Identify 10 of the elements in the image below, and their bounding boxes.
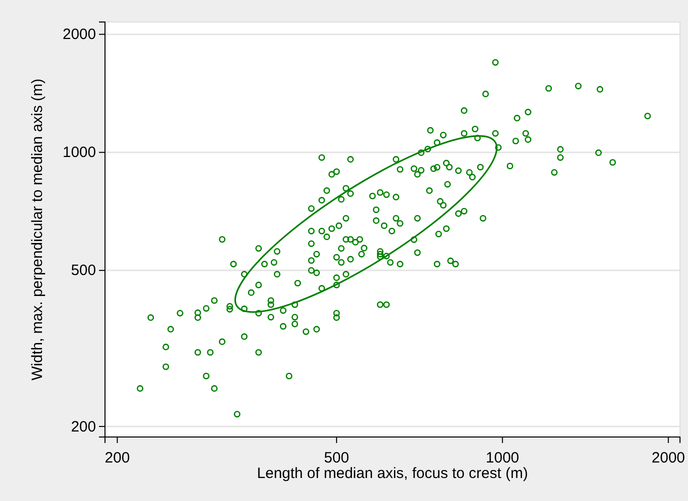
- x-tick-label: 1000: [486, 450, 520, 466]
- y-tick-label: 500: [70, 262, 96, 280]
- y-tick-label: 1000: [62, 144, 96, 162]
- x-tick-label: 500: [324, 450, 350, 466]
- y-axis-title: Width, max. perpendicular to median axis (m): [29, 78, 46, 380]
- y-tick-label: 2000: [62, 26, 96, 44]
- x-tick-label: 200: [104, 450, 130, 466]
- y-tick-label: 200: [70, 418, 96, 436]
- x-axis-title: Length of median axis, focus to crest (m): [257, 465, 528, 482]
- x-tick-label: 2000: [652, 450, 686, 466]
